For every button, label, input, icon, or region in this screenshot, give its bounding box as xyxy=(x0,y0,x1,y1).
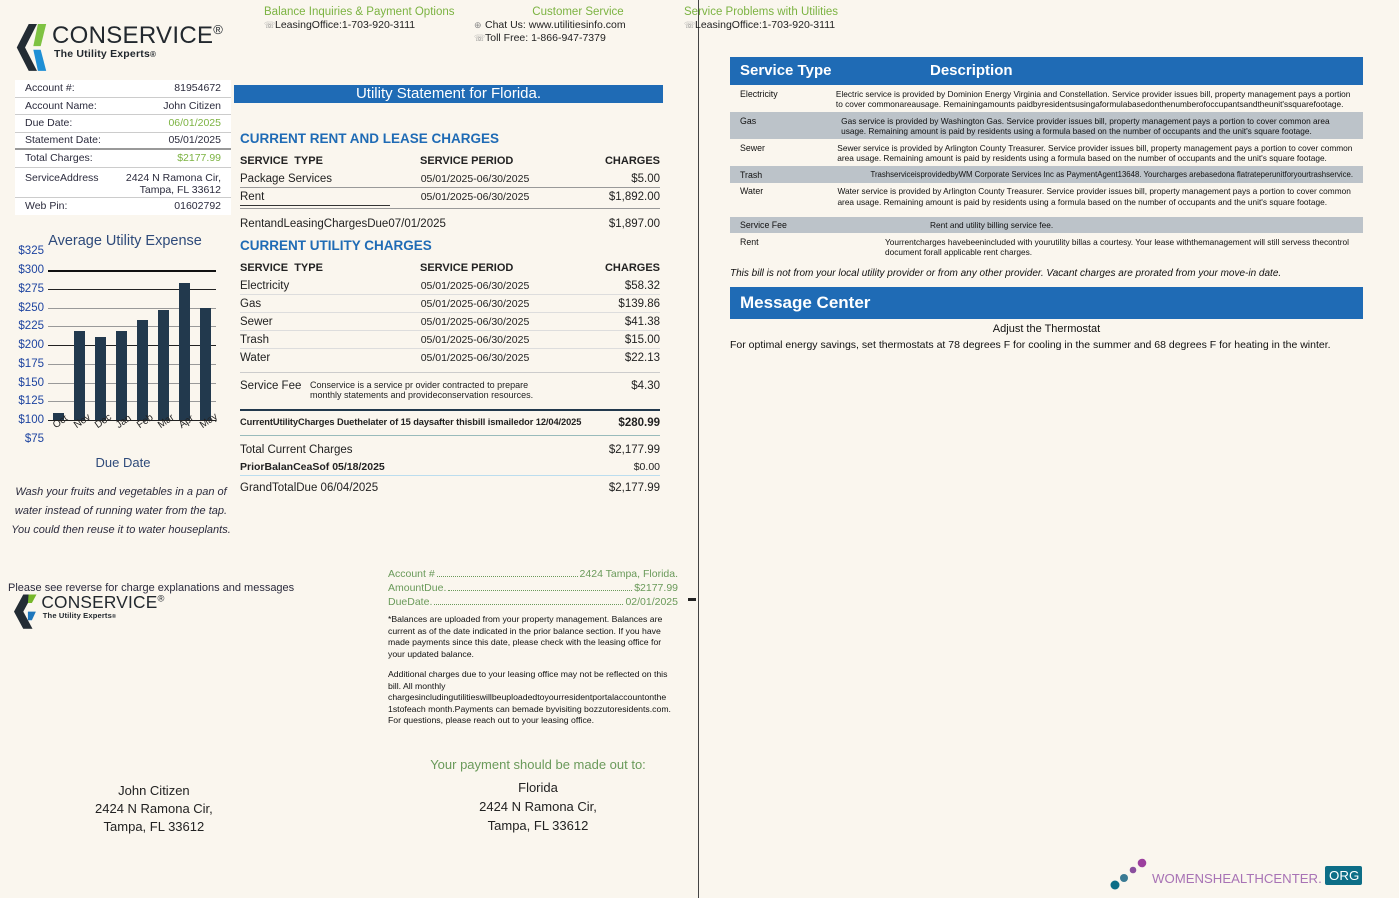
svg-text:ORG: ORG xyxy=(1329,868,1359,883)
svg-text:WOMENSHEALTHCENTER.: WOMENSHEALTHCENTER. xyxy=(1152,871,1322,886)
